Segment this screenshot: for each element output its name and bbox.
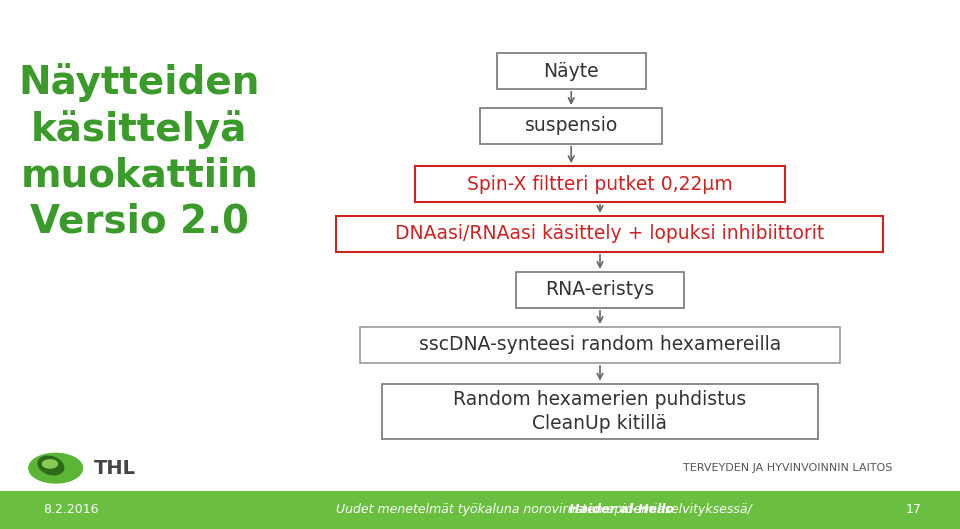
Text: Näyte: Näyte xyxy=(543,62,599,81)
FancyBboxPatch shape xyxy=(480,108,662,144)
Text: Random hexamerien puhdistus
CleanUp kitillä: Random hexamerien puhdistus CleanUp kiti… xyxy=(453,390,747,433)
Text: Spin-X filtteri putket 0,22μm: Spin-X filtteri putket 0,22μm xyxy=(468,175,732,194)
Text: 8.2.2016: 8.2.2016 xyxy=(43,504,99,516)
FancyBboxPatch shape xyxy=(497,53,645,89)
Text: DNAasi/RNAasi käsittely + lopuksi inhibiittorit: DNAasi/RNAasi käsittely + lopuksi inhibi… xyxy=(395,224,825,243)
Text: Haider al-Hello: Haider al-Hello xyxy=(569,504,674,516)
Text: TERVEYDEN JA HYVINVOINNIN LAITOS: TERVEYDEN JA HYVINVOINNIN LAITOS xyxy=(684,463,893,473)
Ellipse shape xyxy=(38,456,63,475)
Text: suspensio: suspensio xyxy=(524,116,618,135)
FancyBboxPatch shape xyxy=(336,216,883,252)
FancyBboxPatch shape xyxy=(415,166,784,202)
Text: RNA-eristys: RNA-eristys xyxy=(545,280,655,299)
Text: 17: 17 xyxy=(905,504,922,516)
Circle shape xyxy=(42,460,58,468)
Circle shape xyxy=(29,453,83,483)
Text: Näytteiden
käsittelyä
muokattiin
Versio 2.0: Näytteiden käsittelyä muokattiin Versio … xyxy=(18,63,260,240)
Text: sscDNA-synteesi random hexamereilla: sscDNA-synteesi random hexamereilla xyxy=(419,335,781,354)
FancyBboxPatch shape xyxy=(381,384,818,439)
FancyBboxPatch shape xyxy=(360,327,840,363)
Text: Uudet menetelmät työkaluna norovirusten epidemiaselvityksessä/: Uudet menetelmät työkaluna norovirusten … xyxy=(336,504,756,516)
FancyBboxPatch shape xyxy=(516,272,684,308)
Text: THL: THL xyxy=(94,459,136,478)
